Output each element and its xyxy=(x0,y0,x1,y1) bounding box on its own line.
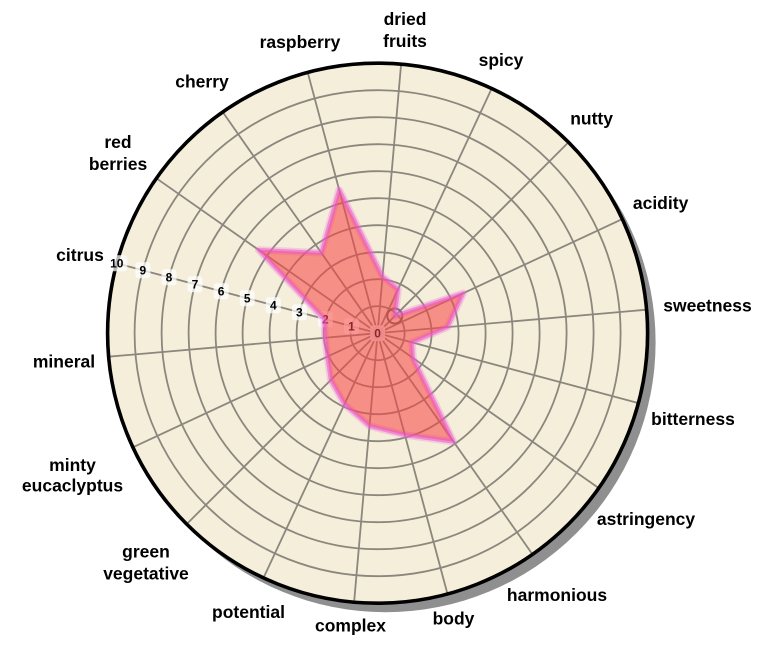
svg-text:berries: berries xyxy=(89,154,148,174)
svg-text:astringency: astringency xyxy=(597,509,695,529)
svg-text:fruits: fruits xyxy=(383,31,427,51)
svg-text:body: body xyxy=(433,609,475,629)
svg-text:raspberry: raspberry xyxy=(260,32,341,52)
svg-text:harmonious: harmonious xyxy=(507,585,607,605)
svg-text:citrus: citrus xyxy=(56,245,104,265)
svg-text:cherry: cherry xyxy=(175,72,229,92)
svg-text:3: 3 xyxy=(296,305,303,319)
svg-text:10: 10 xyxy=(110,257,124,271)
svg-text:dried: dried xyxy=(384,9,427,29)
svg-text:acidity: acidity xyxy=(633,193,689,213)
svg-text:9: 9 xyxy=(140,264,147,278)
svg-text:7: 7 xyxy=(192,278,199,292)
svg-text:nutty: nutty xyxy=(570,109,613,129)
svg-text:sweetness: sweetness xyxy=(663,296,752,316)
svg-text:minty: minty xyxy=(49,455,96,475)
svg-text:eucaclyptus: eucaclyptus xyxy=(22,476,123,496)
svg-text:green: green xyxy=(122,542,170,562)
svg-text:potential: potential xyxy=(212,602,285,622)
svg-text:spicy: spicy xyxy=(479,50,524,70)
svg-text:vegetative: vegetative xyxy=(103,564,189,584)
svg-text:bitterness: bitterness xyxy=(651,409,735,429)
svg-text:complex: complex xyxy=(315,616,386,636)
svg-text:mineral: mineral xyxy=(33,352,95,372)
svg-text:5: 5 xyxy=(244,292,251,306)
svg-text:4: 4 xyxy=(270,298,277,312)
svg-text:red: red xyxy=(104,132,131,152)
svg-text:6: 6 xyxy=(218,285,225,299)
svg-text:8: 8 xyxy=(166,271,173,285)
